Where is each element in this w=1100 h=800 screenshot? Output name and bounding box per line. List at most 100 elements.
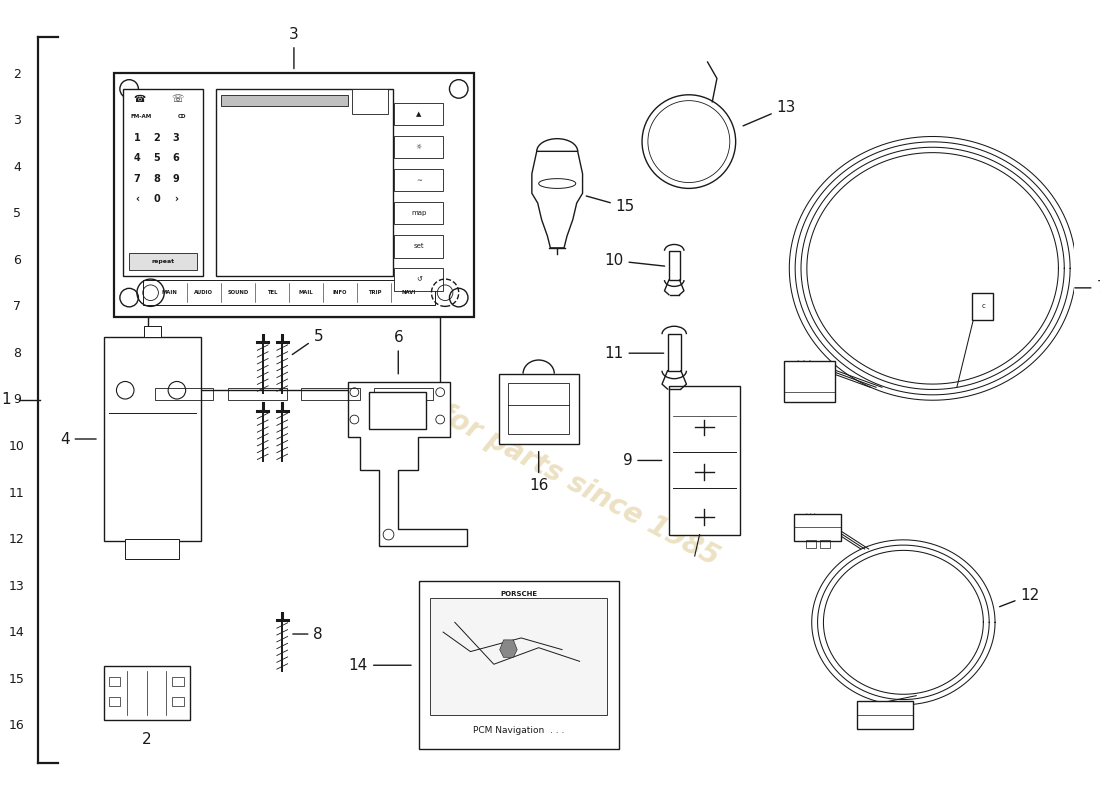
Text: 13: 13 <box>9 580 25 593</box>
Bar <box>352 89 387 114</box>
Text: 4: 4 <box>13 161 21 174</box>
Text: ∼: ∼ <box>416 177 421 183</box>
Text: 6: 6 <box>173 153 179 163</box>
Text: 0: 0 <box>153 194 159 204</box>
Bar <box>374 388 433 400</box>
Text: AUDIO: AUDIO <box>195 290 213 295</box>
Text: 16: 16 <box>9 719 25 732</box>
Bar <box>144 326 162 337</box>
Text: set: set <box>414 243 425 250</box>
Bar <box>147 317 440 390</box>
Bar <box>395 202 443 225</box>
Text: ‹: ‹ <box>135 194 139 204</box>
Text: FM-AM: FM-AM <box>130 114 152 118</box>
Text: 8: 8 <box>13 347 21 360</box>
Text: MAIL: MAIL <box>299 290 314 295</box>
Bar <box>857 702 913 729</box>
Text: SOUND: SOUND <box>228 290 249 295</box>
Text: map: map <box>411 210 427 216</box>
Text: 2: 2 <box>142 732 152 747</box>
Bar <box>669 251 680 280</box>
Text: 8: 8 <box>293 626 323 642</box>
Text: PCM Navigation  . . .: PCM Navigation . . . <box>473 726 564 735</box>
Text: 10: 10 <box>9 440 25 453</box>
Bar <box>430 598 607 715</box>
Text: 3: 3 <box>13 114 21 127</box>
Bar <box>784 361 835 402</box>
Text: 9: 9 <box>173 174 179 184</box>
Polygon shape <box>499 640 517 658</box>
Text: 2: 2 <box>153 133 159 142</box>
Text: ☏: ☏ <box>170 94 183 104</box>
Polygon shape <box>532 151 583 248</box>
Bar <box>123 89 204 276</box>
Text: PORSCHE: PORSCHE <box>500 591 537 597</box>
Text: ☎: ☎ <box>134 94 146 104</box>
Bar <box>172 677 184 686</box>
Bar <box>109 677 120 686</box>
Bar <box>113 74 474 317</box>
Text: 15: 15 <box>586 196 635 214</box>
Bar <box>221 94 348 106</box>
Text: 10: 10 <box>604 253 664 268</box>
Text: 12: 12 <box>9 533 25 546</box>
Bar <box>228 388 287 400</box>
Text: TEL: TEL <box>266 290 277 295</box>
Bar <box>806 541 815 548</box>
Text: 11: 11 <box>9 486 25 499</box>
Bar <box>155 388 213 400</box>
Text: 2: 2 <box>13 68 21 81</box>
Bar <box>109 698 120 706</box>
Bar <box>508 383 569 434</box>
Text: 5: 5 <box>13 207 21 220</box>
Text: c: c <box>981 303 986 310</box>
Bar <box>419 582 618 749</box>
Bar <box>125 539 179 559</box>
Bar <box>216 89 394 276</box>
Text: 5: 5 <box>293 329 323 354</box>
Text: 6: 6 <box>13 254 21 267</box>
Text: CD: CD <box>177 114 186 118</box>
Text: 12: 12 <box>1000 587 1040 606</box>
Text: 1: 1 <box>1 393 11 407</box>
Text: 9: 9 <box>623 453 662 468</box>
Polygon shape <box>348 382 466 546</box>
Text: 15: 15 <box>9 673 25 686</box>
Bar <box>395 102 443 125</box>
Text: 7: 7 <box>13 301 21 314</box>
Text: 13: 13 <box>744 100 796 126</box>
Text: NAVI: NAVI <box>402 290 416 295</box>
Bar <box>821 541 830 548</box>
Text: 7: 7 <box>133 174 141 184</box>
Text: MAIN: MAIN <box>162 290 177 295</box>
Bar <box>395 235 443 258</box>
Text: 7: 7 <box>1075 280 1100 295</box>
Text: ☼: ☼ <box>416 144 422 150</box>
Bar <box>368 392 426 430</box>
Bar <box>143 280 436 306</box>
Text: a passion for parts since 1985: a passion for parts since 1985 <box>294 326 724 572</box>
Bar <box>971 293 993 320</box>
Text: 4: 4 <box>133 153 141 163</box>
Text: TRIP: TRIP <box>367 290 381 295</box>
Text: 16: 16 <box>529 451 549 493</box>
Bar <box>129 253 197 270</box>
Bar <box>103 666 189 720</box>
Bar <box>794 514 842 542</box>
Text: INFO: INFO <box>333 290 348 295</box>
Text: 4: 4 <box>60 431 96 446</box>
Text: 8: 8 <box>153 174 159 184</box>
Bar <box>172 698 184 706</box>
Bar <box>395 268 443 290</box>
Bar <box>395 136 443 158</box>
Text: ›: › <box>174 194 178 204</box>
Text: 14: 14 <box>9 626 25 639</box>
Text: ↺: ↺ <box>416 277 421 282</box>
Bar <box>669 386 739 534</box>
Bar <box>498 374 579 444</box>
Text: 5: 5 <box>153 153 159 163</box>
Text: 9: 9 <box>13 394 21 406</box>
Text: ▲: ▲ <box>416 111 421 117</box>
Text: 14: 14 <box>349 658 411 673</box>
Bar <box>103 337 201 542</box>
